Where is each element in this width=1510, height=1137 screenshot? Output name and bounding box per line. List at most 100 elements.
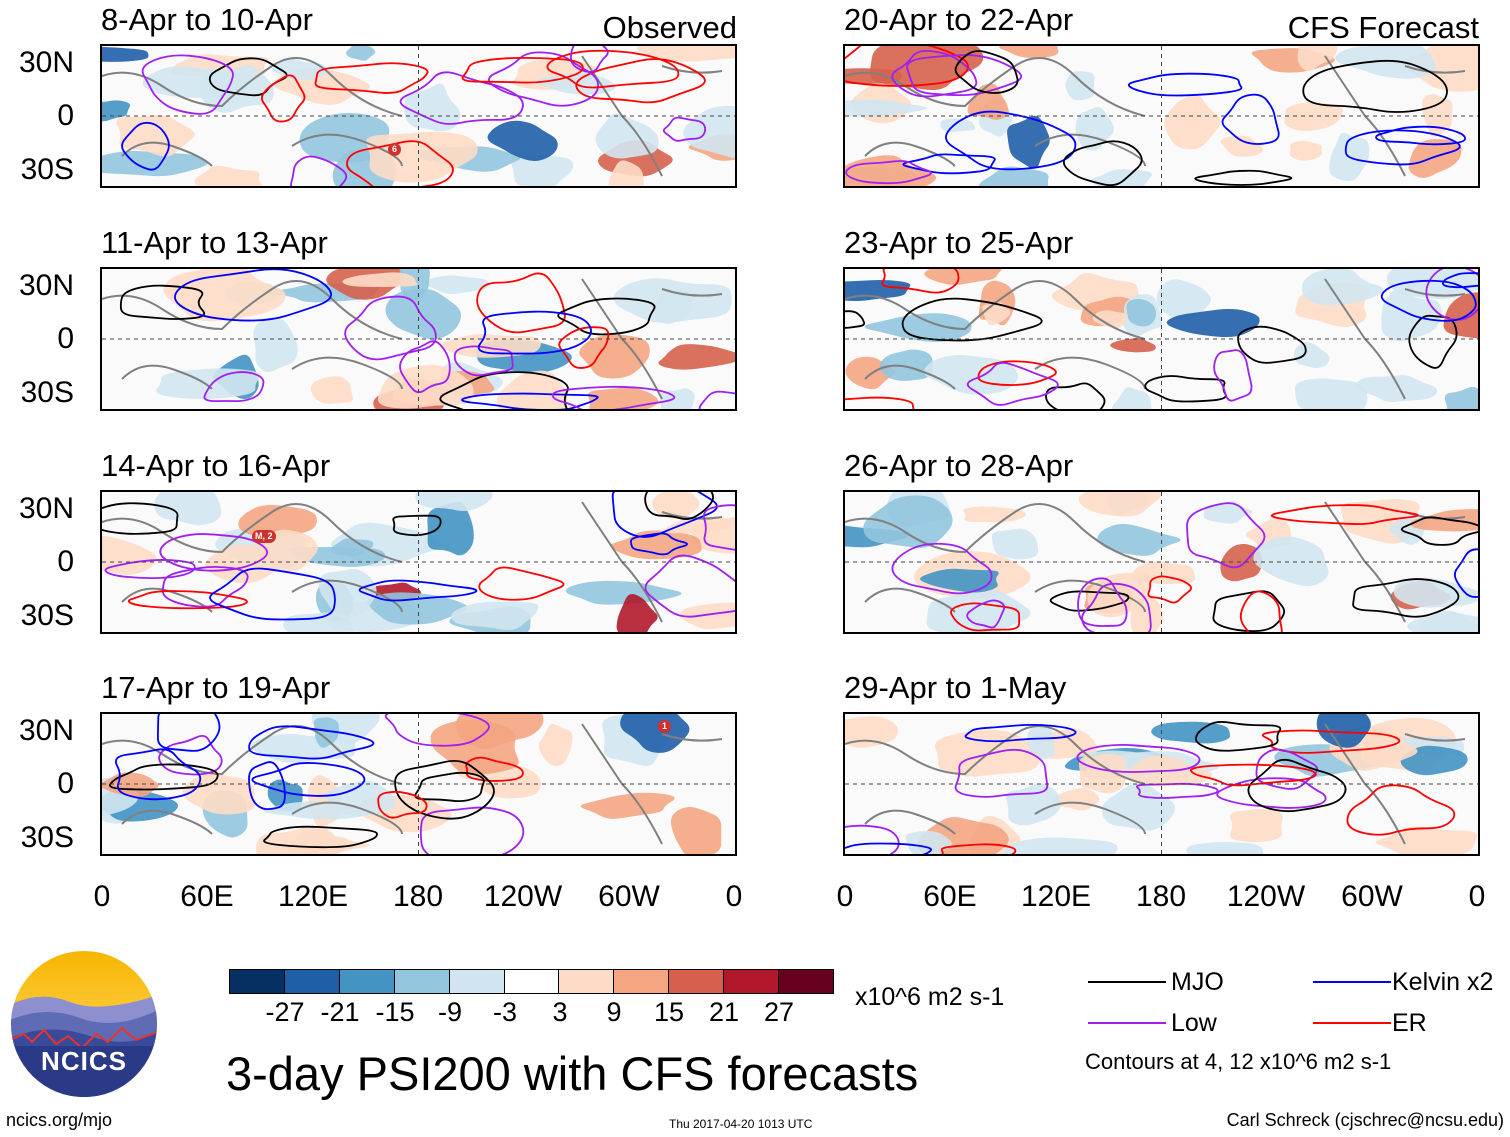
lat-label-eq: 0	[57, 99, 74, 132]
lon-label-120e: 120E	[1020, 880, 1092, 913]
lon-label-0: 0	[1468, 880, 1486, 913]
contour-line	[845, 310, 866, 329]
coastline	[121, 809, 213, 835]
anomaly-blob	[1112, 387, 1152, 409]
contour-line	[954, 50, 1019, 94]
coastline	[1034, 356, 1146, 390]
footer-timestamp: Thu 2017-04-20 1013 UTC	[669, 1117, 813, 1131]
panel-title-5: 20-Apr to 22-Apr	[844, 2, 1074, 37]
panel-title-3: 14-Apr to 16-Apr	[101, 448, 331, 483]
contour-line	[1302, 59, 1448, 113]
contour-line	[394, 759, 495, 820]
lon-label-120w: 120W	[1226, 880, 1306, 913]
contour-line	[881, 269, 960, 294]
contour-line	[1194, 169, 1293, 186]
contour-line	[1049, 590, 1130, 612]
contour-line	[845, 46, 969, 87]
contour-line	[399, 71, 524, 125]
contour-line	[1216, 777, 1327, 809]
anomaly-blob	[616, 593, 658, 632]
contour-line	[1346, 784, 1456, 836]
lat-label-30n: 30N	[18, 269, 74, 302]
coastline	[864, 809, 956, 835]
footer-url[interactable]: ncics.org/mjo	[6, 1110, 113, 1130]
contour-line	[1128, 72, 1243, 97]
storm-marker-1: 1	[658, 720, 671, 733]
anomaly-blob	[313, 717, 339, 748]
map-panel-1	[100, 44, 737, 188]
colorbar-swatch	[669, 970, 725, 993]
anomaly-blob	[1078, 492, 1162, 517]
anomaly-blob	[864, 313, 972, 342]
anomaly-blob	[238, 505, 317, 538]
contour-line	[966, 599, 1006, 629]
contour-line	[1144, 375, 1227, 403]
colorbar-label: 15	[653, 997, 685, 1027]
coastline	[102, 503, 403, 563]
ncics-logo: NCICS	[10, 950, 158, 1098]
map-svg	[102, 492, 735, 632]
contour-line	[1190, 763, 1317, 787]
colorbar-swatch	[339, 970, 395, 993]
legend-label-er: ER	[1392, 1009, 1427, 1037]
anomaly-blob	[1294, 378, 1368, 409]
coastline	[864, 364, 956, 390]
anomaly-blob	[440, 333, 541, 358]
anomaly-blob	[999, 46, 1059, 59]
contour-line	[141, 54, 234, 115]
contour-line	[1442, 272, 1478, 289]
contour-line	[419, 806, 525, 854]
contour-line	[1270, 504, 1419, 525]
panel-title-7: 26-Apr to 28-Apr	[844, 448, 1074, 483]
contour-line	[399, 340, 451, 394]
contour-line	[1352, 578, 1460, 618]
lon-label-120w: 120W	[483, 880, 563, 913]
contour-line	[209, 567, 336, 621]
anomaly-blob	[1164, 94, 1221, 150]
contour-line	[1408, 314, 1458, 369]
anomaly-blob	[415, 492, 493, 512]
contour-line	[290, 155, 348, 186]
contour-line	[1077, 577, 1128, 627]
contour-line	[644, 492, 714, 520]
coastline	[291, 801, 403, 835]
anomaly-blob	[1289, 140, 1322, 161]
contour-line	[569, 46, 609, 73]
anomaly-blob	[1166, 308, 1260, 338]
anomaly-blob	[1003, 837, 1118, 854]
contour-line	[630, 532, 688, 556]
anomaly-blob	[385, 288, 462, 340]
contour-line	[950, 602, 1021, 632]
contour-line	[891, 542, 993, 595]
contour-line	[261, 74, 306, 123]
anomaly-blob	[978, 166, 1049, 186]
anomaly-blob	[1410, 509, 1478, 532]
lon-label-0: 0	[93, 880, 111, 913]
contour-line	[478, 566, 565, 601]
anomaly-blob	[1444, 386, 1478, 409]
contour-line	[384, 714, 490, 747]
anomaly-blob	[102, 100, 131, 122]
contour-line	[1062, 140, 1143, 186]
coastline	[864, 141, 956, 167]
contour-line	[1213, 349, 1253, 402]
anomaly-blob	[511, 155, 574, 186]
legend-line-low	[1088, 1022, 1166, 1024]
contour-line	[1247, 758, 1347, 813]
lon-label-60w: 60W	[598, 880, 660, 913]
lon-label-60w: 60W	[1341, 880, 1403, 913]
contour-line	[845, 824, 900, 854]
colorbar-label: 21	[708, 997, 740, 1027]
anomaly-blob	[1092, 310, 1128, 329]
anomaly-blob	[1293, 342, 1330, 369]
anomaly-blob	[1316, 714, 1371, 748]
anomaly-blob	[538, 723, 573, 766]
colorbar-units: x10^6 m2 s-1	[855, 983, 1005, 1011]
contour-line	[1237, 325, 1307, 364]
anomaly-blob	[920, 568, 999, 593]
contour-line	[439, 371, 569, 409]
panel-title-6: 23-Apr to 25-Apr	[844, 225, 1074, 260]
contour-line	[159, 533, 269, 572]
anomaly-blob	[1156, 279, 1211, 320]
lat-label-30s: 30S	[20, 376, 74, 409]
